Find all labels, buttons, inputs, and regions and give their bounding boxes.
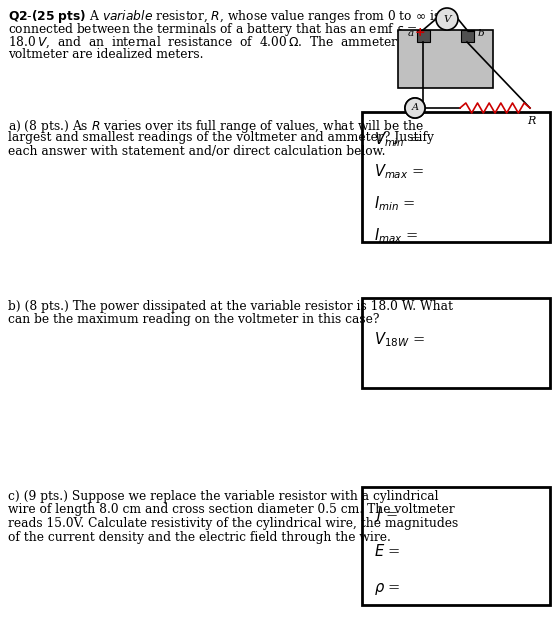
- Text: voltmeter are idealized meters.: voltmeter are idealized meters.: [8, 49, 203, 62]
- Circle shape: [405, 98, 425, 118]
- Text: $V_{18W}$ =: $V_{18W}$ =: [374, 330, 425, 349]
- Bar: [362, 112, 550, 242]
- Text: a) (8 pts.) As $R$ varies over its full range of values, what will be the: a) (8 pts.) As $R$ varies over its full …: [8, 118, 423, 135]
- Text: $V_{max}$ =: $V_{max}$ =: [374, 162, 424, 181]
- Text: connected between the terminals of a battery that has an emf $\varepsilon$ =: connected between the terminals of a bat…: [8, 22, 418, 38]
- Text: $I_{min}$ =: $I_{min}$ =: [374, 194, 416, 213]
- Text: c) (9 pts.) Suppose we replace the variable resistor with a cylindrical: c) (9 pts.) Suppose we replace the varia…: [8, 490, 438, 503]
- Text: b: b: [478, 29, 484, 38]
- Text: $\rho$ =: $\rho$ =: [374, 581, 400, 597]
- Text: wire of length 8.0 cm and cross section diameter 0.5 cm. The voltmeter: wire of length 8.0 cm and cross section …: [8, 503, 455, 517]
- Text: R: R: [527, 116, 535, 126]
- Text: of the current density and the electric field through the wire.: of the current density and the electric …: [8, 531, 391, 544]
- Text: +: +: [415, 26, 425, 39]
- Text: $\mathbf{Q2\text{-}(25\ pts)}$ A $\mathit{variable}$ resistor, $\mathit{R}$, who: $\mathbf{Q2\text{-}(25\ pts)}$ A $\mathi…: [8, 8, 441, 25]
- Circle shape: [436, 8, 458, 30]
- Text: $J$ =: $J$ =: [374, 505, 398, 524]
- Text: −: −: [466, 26, 476, 39]
- Bar: [398, 30, 492, 88]
- Text: $E$ =: $E$ =: [374, 543, 400, 559]
- Text: 18.0$\,V$,  and  an  internal  resistance  of  4.00$\,\Omega$.  The  ammeter  an: 18.0$\,V$, and an internal resistance of…: [8, 35, 429, 51]
- Text: V: V: [444, 15, 451, 24]
- Text: each answer with statement and/or direct calculation below.: each answer with statement and/or direct…: [8, 145, 385, 158]
- Text: reads 15.0V. Calculate resistivity of the cylindrical wire, the magnitudes: reads 15.0V. Calculate resistivity of th…: [8, 517, 458, 530]
- Bar: [460, 30, 474, 42]
- Text: can be the maximum reading on the voltmeter in this case?: can be the maximum reading on the voltme…: [8, 313, 380, 326]
- Bar: [417, 30, 430, 42]
- Text: largest and smallest readings of the voltmeter and ammeter? Justify: largest and smallest readings of the vol…: [8, 131, 434, 144]
- Text: $V_{min}$ =: $V_{min}$ =: [374, 130, 421, 149]
- Bar: [362, 298, 550, 388]
- Bar: [362, 487, 550, 605]
- Text: A: A: [412, 103, 418, 113]
- Circle shape: [405, 98, 425, 118]
- Text: b) (8 pts.) The power dissipated at the variable resistor is 18.0 W. What: b) (8 pts.) The power dissipated at the …: [8, 300, 453, 313]
- Text: $I_{max}$ =: $I_{max}$ =: [374, 226, 418, 245]
- Text: a: a: [408, 29, 414, 38]
